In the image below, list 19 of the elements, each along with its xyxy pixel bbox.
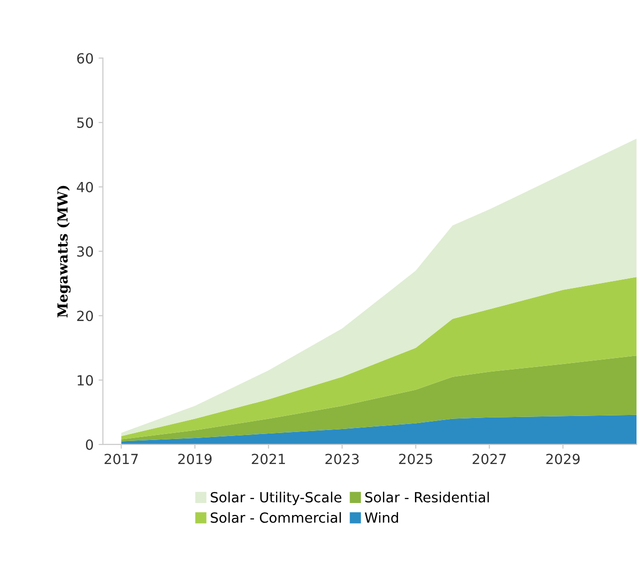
x-tick-label: 2019 bbox=[178, 454, 212, 464]
y-tick-label: 30 bbox=[77, 246, 93, 257]
y-tick-label: 40 bbox=[76, 182, 93, 192]
y-axis-title: Megawatts (MW) bbox=[56, 186, 71, 318]
y-tick-label: 60 bbox=[77, 53, 93, 64]
x-tick-label: 2027 bbox=[472, 454, 506, 464]
x-tick-label: 2021 bbox=[252, 454, 285, 464]
legend-label: Wind bbox=[364, 512, 398, 523]
y-tick-label: 0 bbox=[86, 439, 93, 450]
legend-label: Solar - Utility-Scale bbox=[210, 492, 342, 506]
y-tick-label: 50 bbox=[77, 117, 93, 128]
y-tick-label: 20 bbox=[77, 310, 93, 322]
y-tick-label: 10 bbox=[78, 375, 93, 386]
x-tick-label: 2029 bbox=[546, 454, 580, 464]
x-tick-label: 2017 bbox=[104, 454, 138, 464]
legend-label: Solar - Residential bbox=[365, 492, 489, 502]
legend-label: Solar - Commercial bbox=[210, 512, 341, 523]
x-tick-label: 2023 bbox=[325, 454, 359, 464]
x-tick-label: 2025 bbox=[399, 454, 432, 464]
